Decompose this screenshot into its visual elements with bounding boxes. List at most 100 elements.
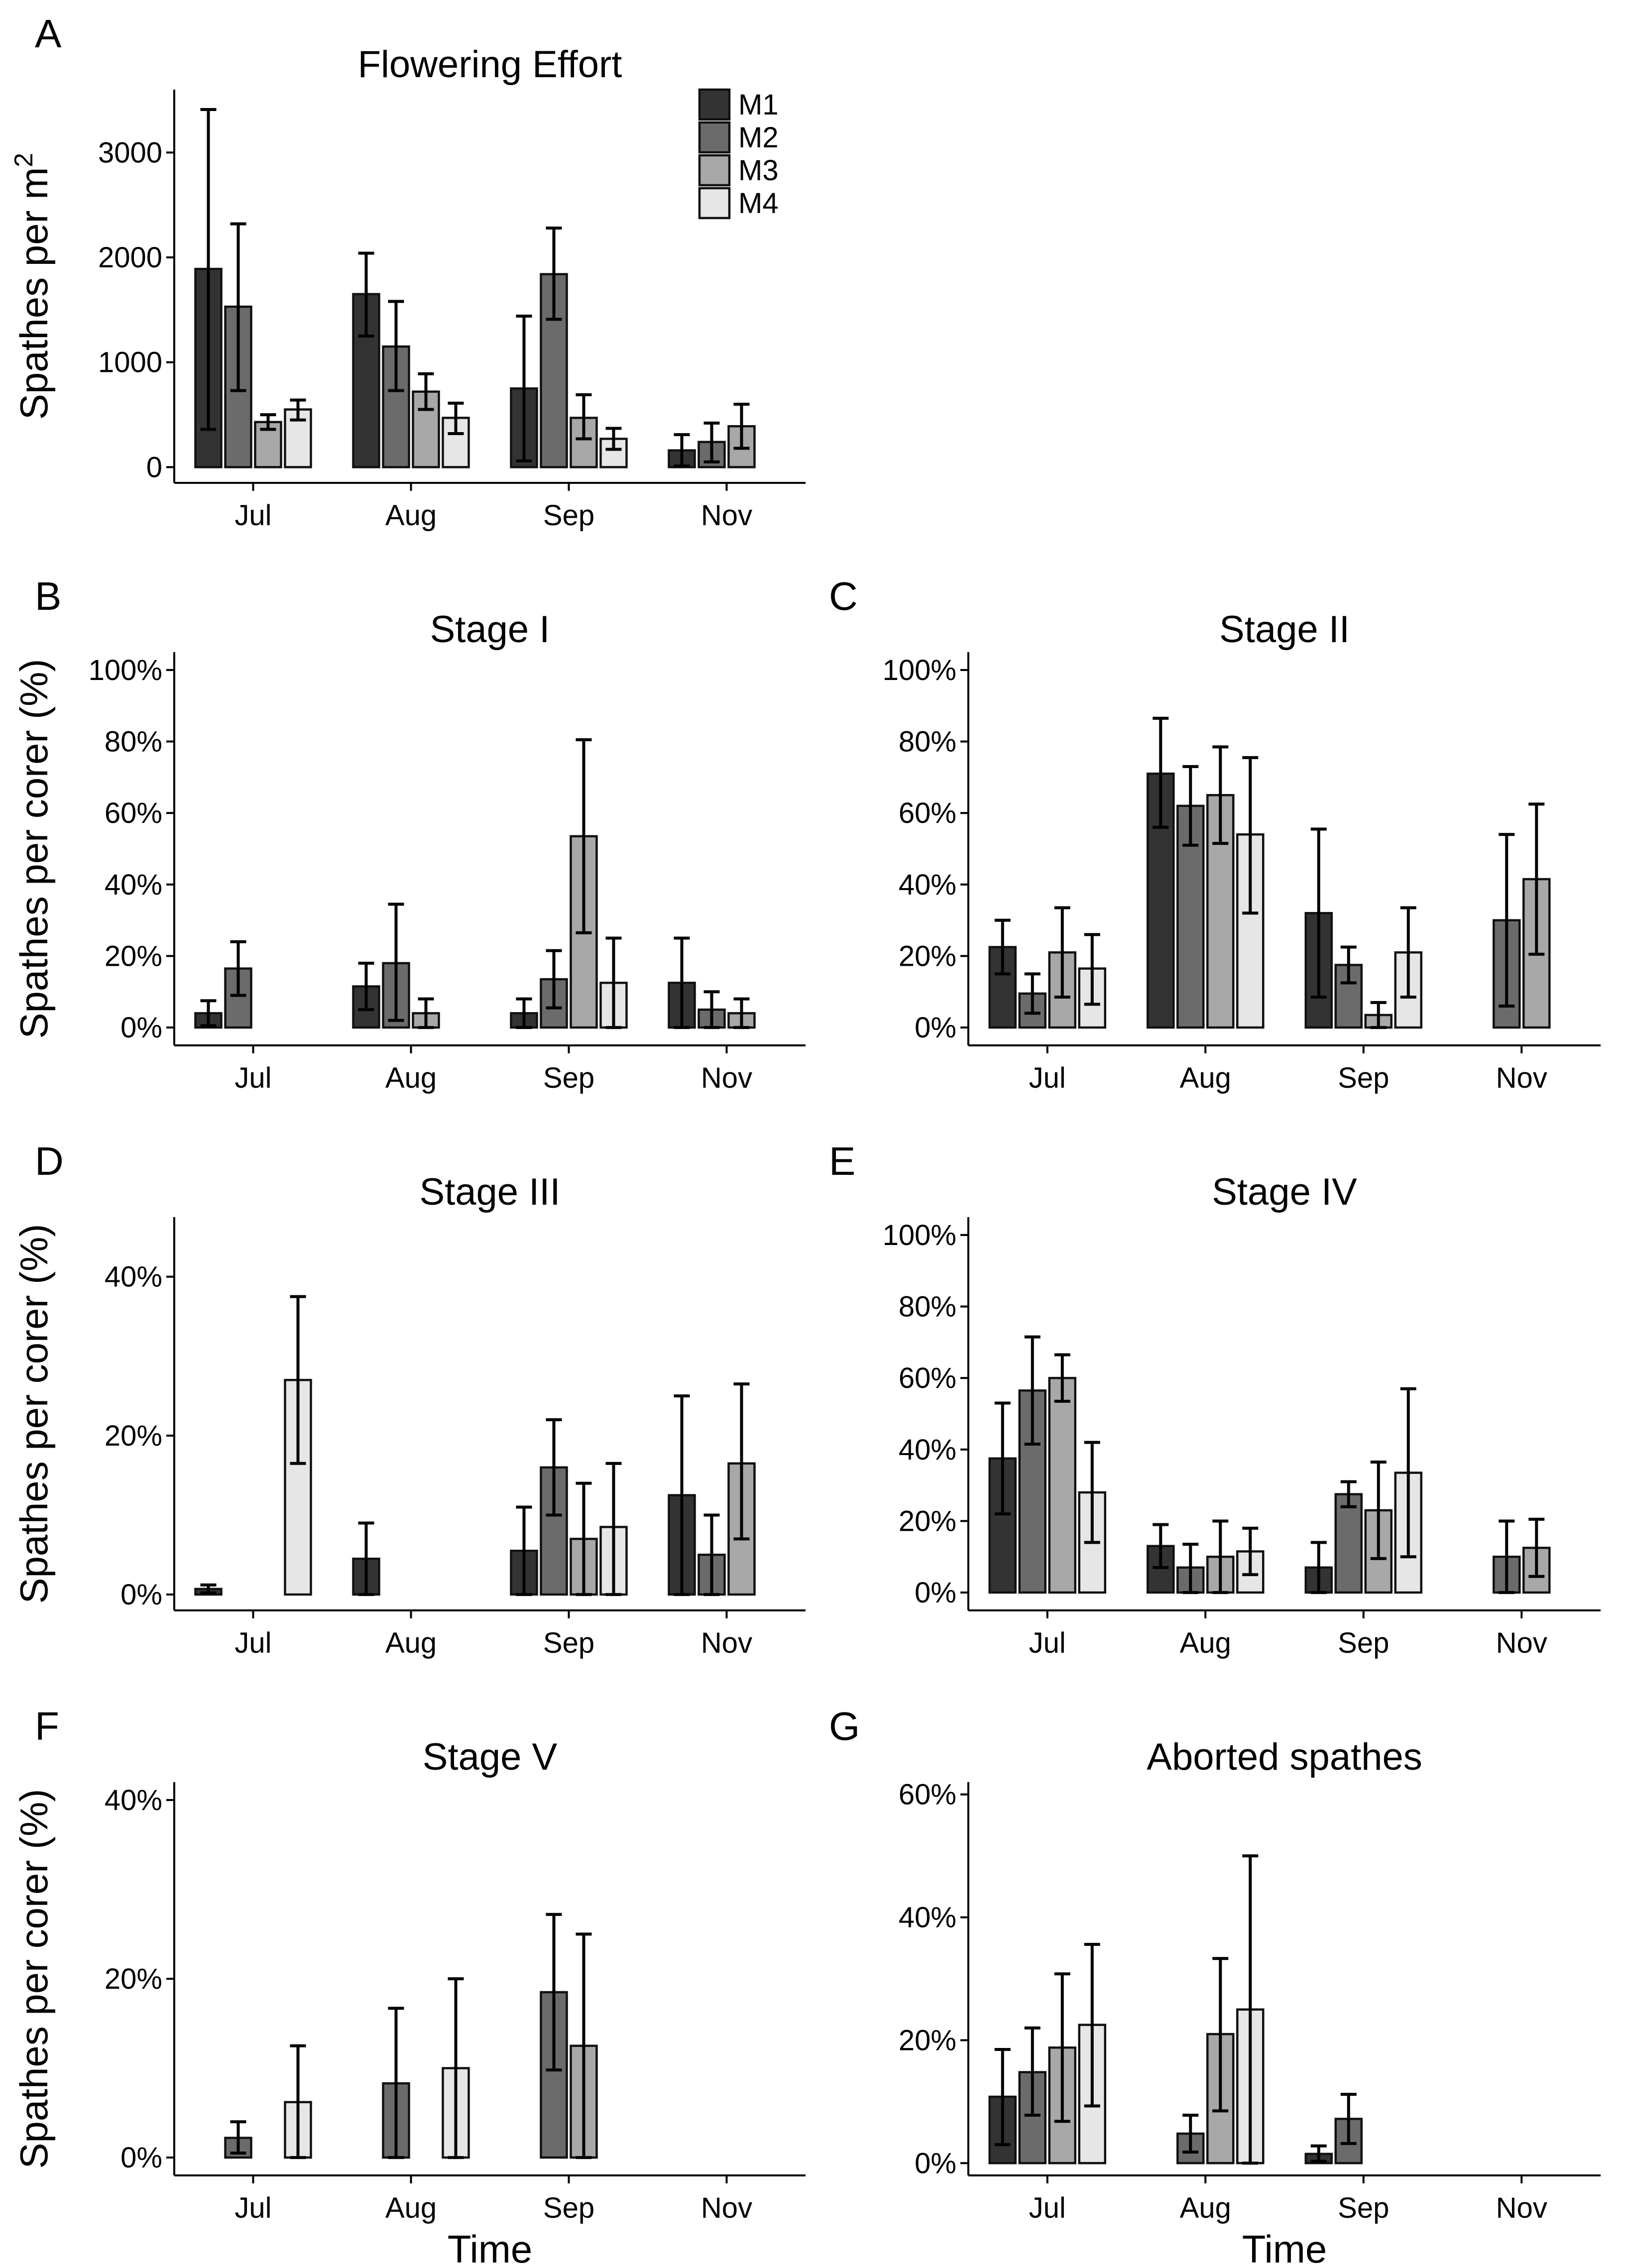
panel-title-D: Stage III <box>419 1171 560 1213</box>
y-axis-title-F: Spathes per corer (%) <box>12 1789 56 2169</box>
panel-E: E Stage IV 0% 20% 40% 60% 80% 100% Jul Aug Sep Nov <box>829 1139 1601 1659</box>
panel-letter-F: F <box>35 1704 59 1748</box>
y-tick-label-E: 20% <box>899 1505 956 1537</box>
panel-letter-E: E <box>829 1139 855 1183</box>
error-bar-A-M3-Sep <box>576 393 592 441</box>
legend-swatch-M1 <box>698 88 731 121</box>
bar-C-M4-Aug <box>1236 833 1265 1029</box>
error-bar-E-M1-Jul <box>994 1401 1011 1516</box>
error-bar-A-M1-Aug <box>358 251 374 338</box>
y-tick-label-D: 0% <box>120 1579 162 1611</box>
error-bar-A-M3-Aug <box>418 372 434 411</box>
error-bar-B-M1-Aug <box>358 961 374 1012</box>
error-bar-C-M2-Nov <box>1499 833 1515 1008</box>
error-bar-A-M4-Sep <box>605 427 622 451</box>
error-bar-F-M2-Sep <box>546 1913 562 2072</box>
error-bar-E-M1-Sep <box>1310 1541 1327 1594</box>
y-tick-label-B: 100% <box>89 654 162 686</box>
x-tick-label-D: Jul <box>234 1627 271 1659</box>
error-bar-C-M3-Jul <box>1054 906 1070 999</box>
x-tick-label-G: Aug <box>1180 2192 1231 2224</box>
error-bar-A-M1-Nov <box>674 433 690 468</box>
y-tick-label-E: 100% <box>883 1219 956 1251</box>
error-bar-C-M4-Aug <box>1242 756 1259 915</box>
error-bar-A-M2-Aug <box>388 300 404 392</box>
y-axis-title-D: Spathes per corer (%) <box>12 1224 56 1604</box>
y-tick-label-E: 40% <box>899 1434 956 1466</box>
error-bar-C-M2-Jul <box>1024 972 1041 1015</box>
error-bar-B-M2-Sep <box>546 949 562 1010</box>
y-tick-label-G: 60% <box>899 1779 956 1811</box>
error-bar-C-M3-Nov <box>1528 802 1545 956</box>
y-tick-label-F: 0% <box>120 2142 162 2174</box>
y-tick-label-C: 40% <box>899 869 956 901</box>
panel-letter-D: D <box>35 1139 64 1183</box>
bar-E-M3-Jul <box>1048 1376 1076 1594</box>
x-tick-label-F: Sep <box>543 2192 594 2224</box>
panel-letter-G: G <box>829 1704 860 1748</box>
x-tick-label-A: Jul <box>234 499 271 532</box>
error-bar-E-M2-Sep <box>1340 1480 1357 1508</box>
y-tick-label-G: 40% <box>899 1902 956 1934</box>
y-tick-label-F: 40% <box>105 1784 162 1816</box>
y-tick-label-E: 60% <box>899 1362 956 1394</box>
error-bar-D-M1-Aug <box>358 1521 374 1596</box>
error-bar-E-M2-Nov <box>1499 1519 1515 1594</box>
y-tick-label-D: 40% <box>105 1261 162 1293</box>
error-bar-D-M4-Sep <box>605 1462 622 1596</box>
x-tick-label-B: Nov <box>701 1062 752 1094</box>
panel-F: F Stage V 0% 20% 40% Jul Aug Sep Nov Spathes per … <box>12 1704 806 2268</box>
y-tick-label-F: 20% <box>105 1963 162 1995</box>
panel-title-G: Aborted spathes <box>1147 1736 1422 1778</box>
x-tick-label-D: Aug <box>385 1627 437 1659</box>
x-tick-label-C: Nov <box>1496 1062 1547 1094</box>
y-tick-label-G: 0% <box>915 2147 956 2179</box>
error-bar-B-M2-Nov <box>703 990 720 1029</box>
x-tick-label-E: Jul <box>1029 1627 1066 1659</box>
y-tick-label-B: 80% <box>105 726 162 758</box>
x-tick-label-B: Jul <box>234 1062 271 1094</box>
error-bar-A-M1-Jul <box>200 108 217 431</box>
x-tick-label-F: Nov <box>701 2192 752 2224</box>
error-bar-E-M4-Sep <box>1400 1387 1416 1559</box>
y-tick-label-A: 2000 <box>98 241 162 274</box>
error-bar-G-M3-Aug <box>1212 1957 1229 2113</box>
x-tick-label-F: Jul <box>234 2192 271 2224</box>
y-tick-label-A: 0 <box>146 451 162 483</box>
error-bar-C-M3-Aug <box>1212 745 1229 845</box>
y-tick-label-E: 80% <box>899 1291 956 1323</box>
y-tick-label-C: 0% <box>915 1012 956 1044</box>
y-tick-label-E: 0% <box>915 1577 956 1609</box>
panel-D: D Stage III 0% 20% 40% Jul Aug Sep Nov Spathes pe… <box>12 1139 806 1659</box>
error-bar-D-M1-Nov <box>674 1394 690 1596</box>
y-tick-label-B: 60% <box>105 797 162 829</box>
x-tick-label-C: Jul <box>1029 1062 1066 1094</box>
panel-title-F: Stage V <box>423 1736 558 1778</box>
x-tick-label-B: Sep <box>543 1062 594 1094</box>
x-tick-label-G: Jul <box>1029 2192 1066 2224</box>
error-bar-A-M2-Sep <box>546 227 562 321</box>
error-bar-E-M2-Jul <box>1024 1335 1041 1446</box>
panel-letter-C: C <box>829 574 858 618</box>
error-bar-C-M4-Jul <box>1084 933 1100 1006</box>
y-tick-label-A: 1000 <box>98 346 162 379</box>
x-tick-label-G: Nov <box>1496 2192 1547 2224</box>
error-bar-G-M2-Aug <box>1182 2114 1199 2154</box>
bar-D-M4-Jul <box>284 1378 312 1596</box>
panel-A: A Flowering Effort 0 1000 2000 3000 Jul Aug Sep N… <box>9 11 806 532</box>
bar-A-M2-Sep <box>540 273 568 468</box>
error-bar-F-M4-Jul <box>290 2044 306 2159</box>
panel-title-A: Flowering Effort <box>358 43 622 86</box>
x-tick-label-B: Aug <box>385 1062 437 1094</box>
y-tick-label-C: 80% <box>899 726 956 758</box>
error-bar-D-M2-Nov <box>703 1513 720 1596</box>
legend-swatch-M2 <box>698 121 731 154</box>
error-bar-A-M3-Jul <box>260 413 276 431</box>
legend-swatch-M3 <box>698 154 731 187</box>
y-tick-label-D: 20% <box>105 1420 162 1452</box>
x-axis-title-G: Time <box>1242 2227 1327 2268</box>
x-tick-label-E: Nov <box>1496 1627 1547 1659</box>
error-bar-B-M3-Sep <box>576 738 592 934</box>
x-tick-label-C: Sep <box>1338 1062 1389 1094</box>
